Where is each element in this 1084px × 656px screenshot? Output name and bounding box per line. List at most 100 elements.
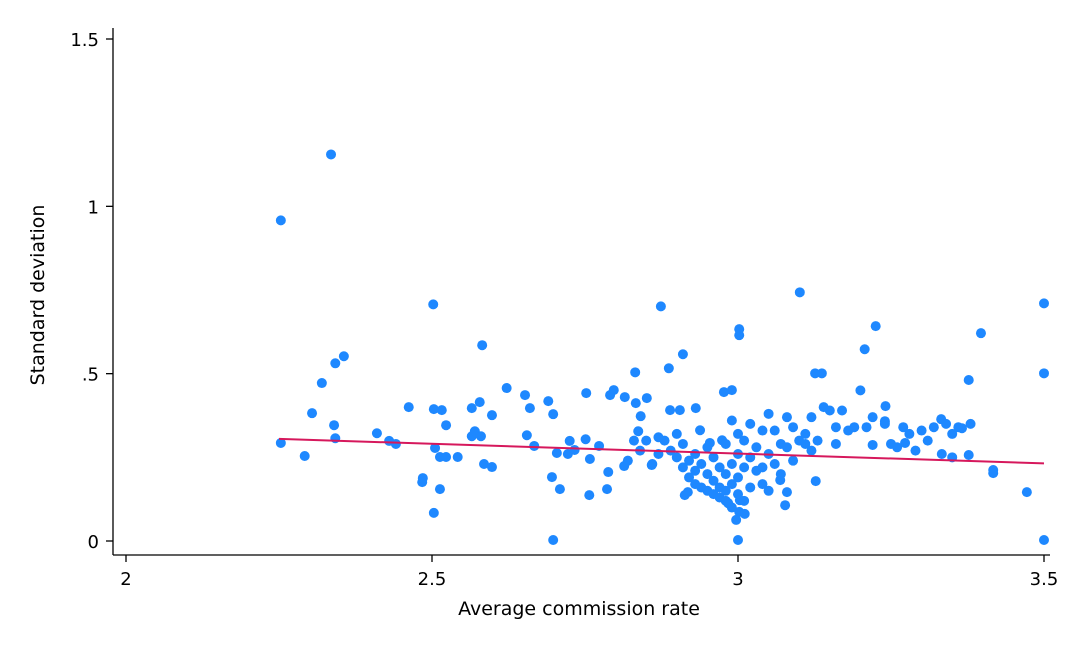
data-point: [922, 435, 933, 446]
data-point: [806, 445, 817, 456]
data-point: [830, 438, 841, 449]
data-point: [726, 415, 737, 426]
data-point: [635, 411, 646, 422]
data-point: [781, 412, 792, 423]
data-point: [702, 442, 713, 453]
data-point: [569, 444, 580, 455]
data-point: [647, 459, 658, 470]
data-point: [824, 405, 835, 416]
data-point: [466, 403, 477, 414]
data-point: [726, 479, 737, 490]
data-point: [733, 472, 743, 483]
y-tick-label: 1: [88, 197, 99, 218]
data-point: [690, 403, 701, 414]
data-point: [720, 495, 731, 506]
data-point: [800, 428, 811, 439]
data-point: [775, 469, 786, 480]
data-point: [275, 215, 286, 226]
data-point: [655, 301, 666, 312]
data-point: [417, 473, 428, 484]
y-ticks: 0 .5 1 1.5: [70, 30, 113, 553]
data-point: [690, 448, 701, 459]
data-point: [630, 398, 641, 409]
data-point: [486, 410, 497, 421]
data-point: [702, 469, 713, 480]
data-point: [812, 435, 823, 446]
data-point: [682, 487, 693, 498]
data-point: [794, 287, 805, 298]
y-tick-label: 0: [88, 532, 99, 553]
data-point: [739, 508, 750, 519]
data-point: [733, 534, 743, 545]
data-point: [718, 387, 729, 398]
data-point: [603, 467, 614, 478]
data-point: [520, 390, 531, 401]
data-point: [734, 330, 745, 341]
data-point: [867, 412, 878, 423]
data-point: [479, 459, 490, 470]
data-point: [554, 484, 565, 495]
data-point: [963, 449, 974, 460]
data-point: [769, 459, 780, 470]
data-point: [677, 462, 688, 473]
data-point: [745, 418, 756, 429]
data-point: [733, 489, 743, 500]
data-point: [757, 479, 768, 490]
x-axis-label: Average commission rate: [458, 598, 700, 620]
data-point: [543, 396, 554, 407]
data-point: [849, 422, 860, 433]
y-axis-label: Standard deviation: [27, 205, 49, 386]
data-point: [390, 438, 401, 449]
data-point: [806, 412, 817, 423]
data-point: [653, 432, 664, 443]
data-point: [584, 454, 595, 465]
data-point: [751, 442, 762, 453]
data-point: [861, 422, 872, 433]
data-point: [548, 534, 559, 545]
data-point: [580, 434, 591, 445]
data-point: [1039, 534, 1049, 545]
data-point: [781, 487, 792, 498]
data-point: [855, 385, 866, 396]
data-point: [329, 420, 340, 431]
data-point: [975, 328, 986, 339]
data-point: [628, 435, 639, 446]
data-point: [788, 455, 799, 466]
data-point: [521, 430, 532, 441]
data-point: [837, 405, 848, 416]
data-point: [695, 425, 706, 436]
data-point: [892, 442, 903, 453]
fit-line: [278, 437, 1045, 465]
x-tick-label: 2.5: [418, 569, 447, 590]
data-point: [441, 420, 452, 431]
data-point: [800, 438, 811, 449]
data-point: [299, 450, 310, 461]
data-point: [677, 438, 688, 449]
data-point: [452, 451, 463, 462]
data-point: [475, 431, 486, 442]
x-tick-label: 3.5: [1030, 569, 1059, 590]
data-point: [663, 363, 674, 374]
data-point: [941, 418, 952, 429]
data-point: [677, 349, 688, 360]
data-point: [441, 451, 452, 462]
data-point: [474, 397, 485, 408]
data-point: [745, 482, 756, 493]
data-point: [788, 422, 799, 433]
data-point: [781, 442, 792, 453]
data-point: [757, 425, 768, 436]
data-point: [830, 422, 841, 433]
data-point: [551, 447, 562, 458]
data-point: [671, 452, 682, 463]
data-point: [714, 462, 725, 473]
data-point: [548, 409, 559, 420]
data-point: [953, 422, 964, 433]
data-point: [436, 405, 447, 416]
data-point: [307, 408, 318, 419]
data-point: [720, 438, 731, 449]
data-point: [739, 462, 750, 473]
data-point: [726, 385, 737, 396]
data-point: [763, 408, 774, 419]
data-point: [870, 321, 881, 332]
